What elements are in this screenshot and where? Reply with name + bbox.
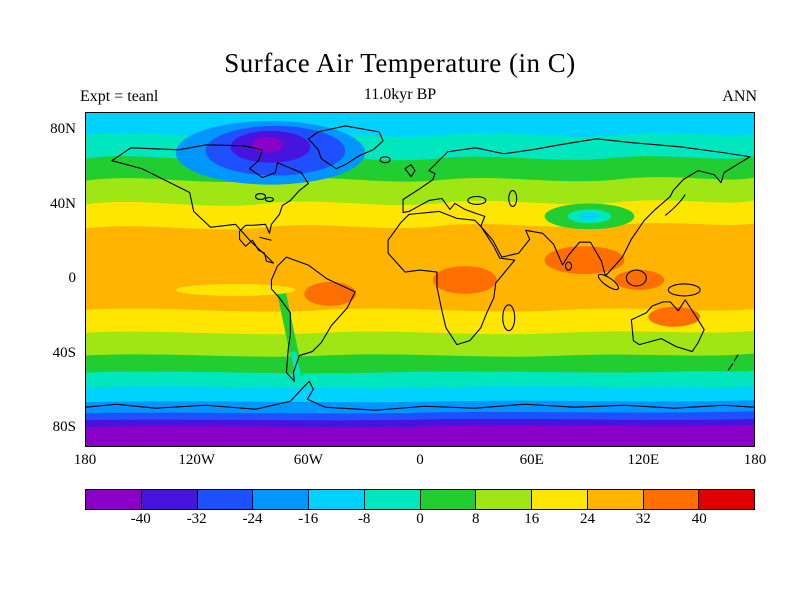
- coastlines: [86, 125, 754, 411]
- colorbar-tick-label: 32: [635, 511, 651, 527]
- cool-contour: [175, 283, 296, 296]
- colorbar-tick-label: 8: [472, 511, 480, 527]
- colorbar-segment: [420, 490, 477, 509]
- tropical-warm-patches: [304, 246, 701, 327]
- coastline-caspian-sea: [508, 189, 518, 207]
- coastline-australia: [630, 299, 705, 353]
- warm-contour: [614, 270, 665, 290]
- temperature-map: [85, 112, 755, 447]
- coastline-sri-lanka: [565, 261, 573, 271]
- lat-tick-label: 0: [68, 270, 77, 286]
- subtitle-time-label: 11.0kyr BP: [363, 86, 437, 103]
- colorbar-tick-label: 24: [580, 511, 595, 527]
- coastline-great-lakes: [264, 196, 274, 203]
- coastline-british-isles: [404, 164, 416, 178]
- colorbar-segment: [587, 490, 644, 509]
- lat-tick-label: 40S: [52, 345, 76, 361]
- colorbar-segment: [309, 490, 365, 509]
- lon-tick-label: 180: [743, 452, 767, 468]
- cool-patch-tibet: [544, 203, 635, 230]
- experiment-label: Expt = teanl: [80, 88, 159, 105]
- cold-anomaly-laurentide-greenland: [175, 120, 366, 185]
- colorbar-segment: [141, 490, 198, 509]
- page-title: Surface Air Temperature (in C): [224, 48, 576, 78]
- coastline-eurasia: [402, 138, 751, 277]
- temperature-map-svg: [86, 113, 754, 446]
- coastline-great-lakes: [254, 192, 267, 201]
- season-label: ANN: [722, 88, 757, 105]
- coastline-sumatra: [597, 273, 620, 291]
- colorbar-tick-label: -16: [298, 511, 319, 527]
- coastline-new-guinea: [667, 283, 701, 297]
- cold-contour: [251, 136, 284, 153]
- warm-contour: [648, 306, 701, 327]
- coastline-africa: [387, 210, 516, 346]
- lon-tick-label: 0: [416, 452, 424, 468]
- lon-tick-label: 120W: [178, 452, 216, 468]
- colorbar-tick-label: -32: [186, 511, 207, 527]
- colorbar-tick-label: -8: [357, 511, 371, 527]
- lon-tick-label: 60W: [293, 452, 323, 468]
- colorbar-segment: [253, 490, 309, 509]
- colorbar-axis: -40 -32 -24 -16 -8 0 8 16 24 32 40: [85, 511, 755, 531]
- coastline-greenland: [307, 125, 384, 170]
- lat-tick-label: 80N: [50, 121, 76, 137]
- warm-contour: [432, 266, 497, 294]
- lon-tick-label: 60E: [519, 452, 544, 468]
- lon-tick-label: 180: [73, 452, 97, 468]
- colorbar-segment: [699, 490, 754, 509]
- warm-contour: [544, 246, 625, 275]
- coastline-madagascar: [502, 304, 516, 332]
- coastline-antarctica: [86, 380, 754, 411]
- coastline-south-america: [270, 256, 356, 382]
- coastline-north-america: [111, 144, 309, 264]
- colorbar-segment: [643, 490, 700, 509]
- lat-tick-label: 80S: [52, 419, 76, 435]
- colorbar-segment: [86, 490, 142, 509]
- coastline-cuba: [259, 236, 272, 241]
- colorbar-segment: [197, 490, 254, 509]
- coastline-black-sea: [467, 195, 487, 205]
- colorbar-segment: [476, 490, 532, 509]
- colorbar-tick-label: 40: [691, 511, 707, 527]
- pacific-cool-tongue: [175, 283, 296, 296]
- lon-tick-label: 120E: [627, 452, 660, 468]
- colorbar: [85, 489, 755, 510]
- cool-contour: [580, 212, 599, 221]
- coastline-japan: [664, 194, 686, 216]
- temp-band: [86, 425, 754, 446]
- colorbar-segment: [364, 490, 421, 509]
- warm-contour: [304, 281, 357, 306]
- colorbar-segment: [532, 490, 588, 509]
- colorbar-tick-label: -40: [130, 511, 151, 527]
- colorbar-tick-label: 0: [416, 511, 424, 527]
- coastline-iceland: [379, 156, 391, 164]
- lat-tick-label: 40N: [50, 196, 76, 212]
- colorbar-tick-label: 16: [524, 511, 540, 527]
- colorbar-tick-label: -24: [242, 511, 263, 527]
- longitude-axis: 180 120W 60W 0 60E 120E 180: [74, 452, 767, 472]
- coastline-new-zealand: [727, 354, 739, 371]
- coastline-borneo: [625, 269, 647, 287]
